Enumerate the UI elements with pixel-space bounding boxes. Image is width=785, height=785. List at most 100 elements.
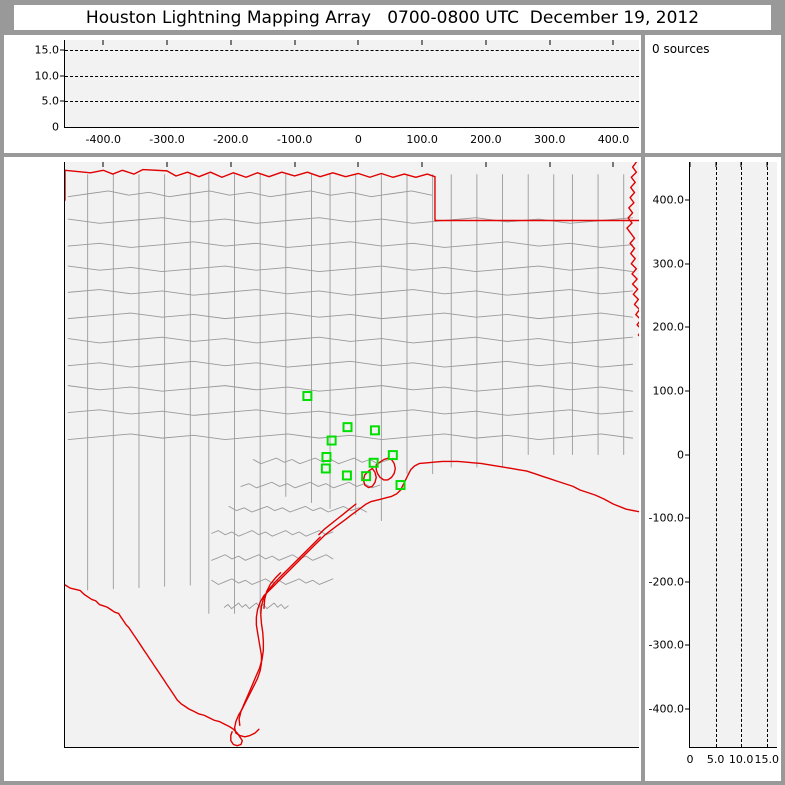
x-axis-tick-mark [485, 162, 487, 167]
state-border-vertical [434, 175, 437, 222]
county-line [240, 481, 381, 489]
sources-count-label: 0 sources [652, 42, 710, 56]
y-axis-tick-label: 300.0 [652, 257, 685, 271]
y-axis-tick-mark [685, 644, 690, 646]
county-line [67, 217, 634, 224]
x-axis-tick-mark [230, 162, 232, 167]
y-axis-tick-mark [64, 200, 65, 201]
state-border-tx-ok [65, 168, 436, 178]
y-axis-tick-label: 400.0 [652, 193, 685, 207]
gridline-v [741, 162, 743, 747]
x-axis-tick-label: -100.0 [276, 133, 313, 146]
y-axis-tick-mark [64, 518, 65, 519]
x-axis-tick-label: 400.0 [597, 133, 630, 146]
x-axis-tick-mark [549, 40, 551, 45]
state-boundaries-and-coastline [65, 162, 639, 747]
lma-station-marker [320, 463, 331, 474]
lma-station-marker [368, 457, 379, 468]
county-line [67, 241, 634, 248]
county-line [67, 336, 634, 344]
y-axis-tick-mark [685, 326, 690, 328]
lma-station-marker [395, 480, 406, 491]
y-axis-tick-mark [60, 100, 65, 102]
county-line [67, 385, 634, 392]
map-panel: -400.0-300.0-200.0-100.00100.0200.0300.0… [4, 157, 641, 781]
lma-station-marker [341, 470, 352, 481]
x-axis-tick-label: 0 [354, 133, 362, 146]
time-height-panel: 0 5.0 10.0 15.0 -400.0 -300.0 -200.0 -100.0 0 100… [4, 35, 641, 153]
y-axis-tick-label: -200.0 [648, 575, 684, 589]
y-axis-tick-label: 100.0 [652, 384, 685, 398]
county-line [67, 265, 634, 273]
river-mississippi [626, 162, 639, 346]
county-line [211, 578, 334, 585]
y-axis-tick-label: 15.0 [34, 43, 60, 57]
trinity-bay [362, 467, 377, 489]
lma-station-marker [326, 435, 337, 446]
y-axis-tick-mark [60, 49, 65, 51]
y-axis-tick-mark [64, 390, 65, 391]
lma-station-markers [302, 391, 406, 491]
lma-station-marker [361, 471, 372, 482]
x-axis-tick-mark [715, 162, 717, 167]
y-axis-tick-mark [685, 581, 690, 583]
x-axis-tick-label: -400.0 [85, 133, 121, 146]
y-axis-tick-label: 200.0 [652, 320, 685, 334]
y-axis-tick-label: 10.0 [34, 69, 60, 83]
y-axis-tick-mark [685, 708, 690, 710]
x-axis-tick-label: 100.0 [406, 133, 438, 146]
x-axis-tick-mark [689, 162, 691, 167]
lma-station-marker [369, 425, 380, 436]
x-axis-tick-mark [357, 162, 359, 167]
x-axis-tick-mark [357, 40, 359, 45]
x-axis-tick-label: 10.0 [728, 753, 754, 766]
x-axis-tick-mark [102, 40, 104, 45]
title-bar: Houston Lightning Mapping Array 0700-080… [14, 5, 771, 30]
matagorda-island [318, 503, 357, 536]
y-axis-tick-mark [685, 263, 690, 265]
y-axis-tick-label: -300.0 [648, 638, 684, 652]
gridline-h [65, 75, 639, 77]
lma-station-marker [342, 422, 353, 433]
y-axis-tick-mark [685, 454, 690, 455]
time-height-plot-area[interactable]: 0 5.0 10.0 15.0 -400.0 -300.0 -200.0 -100.0 0 100… [35, 40, 639, 146]
coastline-gulf [233, 460, 639, 738]
y-axis-tick-mark [685, 517, 690, 519]
height-profile-plot-area[interactable]: -400.0 -300.0 -200.0 -100.0 0 100.0 200.0 300.0… [649, 162, 779, 766]
gridline-v [766, 162, 768, 747]
county-line [67, 360, 634, 368]
x-axis-tick-mark [766, 162, 768, 167]
gridline-h [65, 50, 639, 52]
x-axis-tick-label: 15.0 [754, 753, 780, 766]
lma-station-marker [302, 391, 313, 401]
county-line [67, 190, 433, 198]
rio-grande [65, 584, 235, 730]
y-axis-tick-mark [685, 199, 690, 201]
county-line [211, 530, 334, 537]
corpus-bay [263, 572, 282, 610]
x-axis-tick-label: -300.0 [149, 133, 185, 146]
y-axis-tick-label: -100.0 [648, 511, 684, 525]
county-boundaries [67, 174, 634, 614]
x-axis-tick-mark [294, 162, 296, 167]
gridline-h [65, 101, 639, 103]
x-axis-tick-mark [485, 40, 487, 45]
x-axis-tick-mark [166, 162, 168, 167]
x-axis-tick-label: 0 [686, 753, 694, 766]
padre-island [238, 536, 321, 727]
x-axis-tick-mark [166, 40, 168, 45]
county-line [228, 505, 367, 513]
y-axis-tick-mark [64, 581, 65, 582]
y-axis-tick-mark [64, 454, 65, 455]
county-line [211, 554, 334, 561]
x-axis-tick-label: -200.0 [213, 133, 249, 146]
x-axis-tick-mark [421, 40, 423, 45]
page-title: Houston Lightning Mapping Array 0700-080… [85, 7, 700, 28]
galveston-bay [375, 457, 397, 481]
x-axis-tick-mark [549, 162, 551, 167]
x-axis-tick-mark [612, 40, 614, 45]
map-plot-area[interactable]: -400.0-300.0-200.0-100.00100.0200.0300.0… [64, 162, 639, 748]
y-axis-tick-label: -400.0 [648, 702, 684, 716]
county-line [67, 433, 634, 440]
